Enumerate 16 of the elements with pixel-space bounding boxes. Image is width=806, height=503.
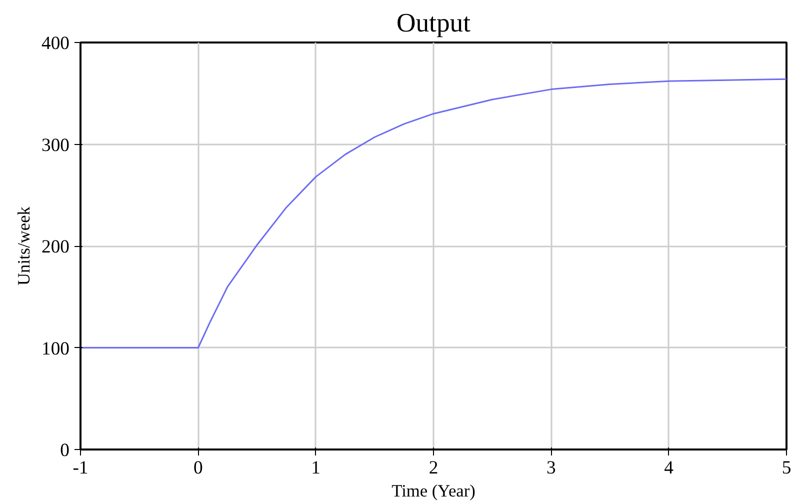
x-tick-label: -1 [72,458,88,478]
y-tick-label: 100 [42,338,70,360]
y-tick-label: 0 [60,440,70,461]
y-tick-label: 400 [42,33,70,54]
x-tick-label: 4 [664,458,674,478]
line-series [80,78,786,348]
chart-title: Output [396,8,472,38]
y-axis-title: Units/week [14,206,34,286]
y-tick-label: 200 [42,236,70,258]
x-axis-title: Time (Year) [392,482,476,500]
x-tick-label: 3 [546,458,556,478]
x-tick-label: 5 [782,458,792,478]
y-tick-label: 300 [42,134,70,156]
x-tick-label: 0 [194,458,203,478]
x-tick-label: 2 [428,458,438,478]
x-tick-label: 1 [311,458,320,478]
